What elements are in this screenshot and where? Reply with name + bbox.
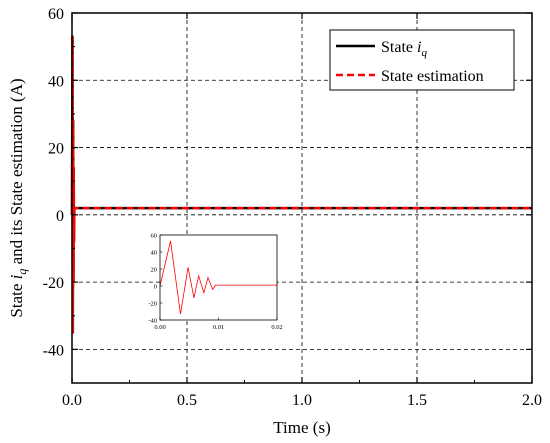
inset-background	[160, 235, 277, 320]
inset-y-tick-label: -40	[148, 318, 157, 325]
y-axis-label-variable: i	[7, 274, 26, 279]
inset-y-tick-label: 60	[151, 233, 158, 240]
x-tick-label: 0.5	[177, 392, 197, 409]
y-axis-label-suffix: and its State estimation (A)	[7, 78, 26, 268]
grid	[72, 13, 532, 383]
y-axis-label-prefix: State	[7, 279, 26, 317]
legend-label-estimation: State estimation	[381, 68, 484, 85]
y-tick-label: 0	[56, 208, 64, 225]
inset-y-tick-label: 20	[151, 267, 158, 274]
y-tick-label: -40	[43, 342, 64, 359]
legend-box	[329, 29, 515, 91]
legend-label-state: State iq	[381, 39, 427, 59]
inset-y-tick-label: -20	[148, 301, 157, 308]
legend-label-state-subscript: q	[421, 47, 427, 59]
y-tick-label: 60	[48, 6, 64, 23]
tick-layer: 0.0 0.5 1.0 1.5 2.0 -40 -20 0 20 40 60	[43, 6, 542, 409]
y-axis-label-subscript: q	[15, 269, 29, 275]
inset-x-tick-label: 0.01	[213, 324, 224, 331]
legend-label-state-prefix: State	[381, 39, 417, 56]
x-axis-label: Time (s)	[273, 418, 330, 437]
y-tick-label: 40	[48, 73, 64, 90]
x-tick-label: 2.0	[522, 392, 542, 409]
inset-x-tick-label: 0.02	[271, 324, 282, 331]
x-tick-label: 1.0	[292, 392, 312, 409]
inset-series-line	[159, 240, 277, 315]
inset-chart: -40 -20 0 20 40 60 0.00 0.01 0.02	[148, 233, 282, 332]
legend: State iq State estimation	[329, 29, 515, 91]
legend-label-state-variable: i	[417, 39, 421, 56]
inset-y-tick-label: 0	[154, 284, 157, 291]
inset-y-tick-label: 40	[151, 250, 158, 257]
inset-x-tick-label: 0.00	[154, 324, 165, 331]
y-axis-label: State iq and its State estimation (A)	[7, 78, 29, 317]
y-tick-label: -20	[43, 275, 64, 292]
x-tick-label: 0.0	[62, 392, 82, 409]
x-tick-label: 1.5	[407, 392, 427, 409]
y-tick-label: 20	[48, 141, 64, 158]
